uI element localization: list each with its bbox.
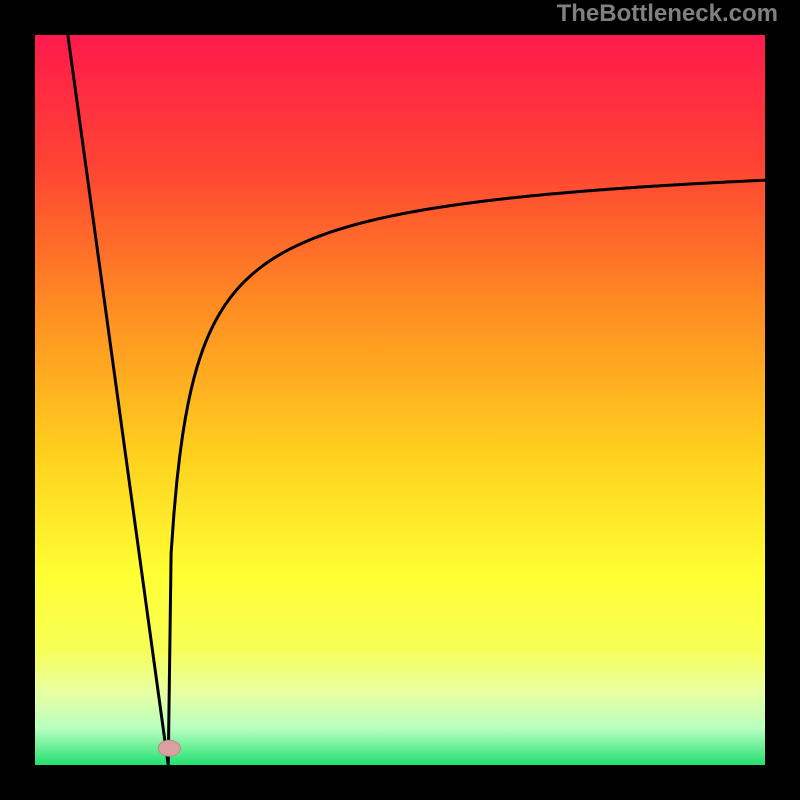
- frame-border: [0, 35, 35, 765]
- optimum-marker: [158, 740, 180, 756]
- frame-border: [765, 35, 800, 765]
- plot-svg: [35, 35, 765, 765]
- watermark-text: TheBottleneck.com: [557, 0, 778, 28]
- frame-border: [0, 765, 800, 800]
- gradient-background: [35, 35, 765, 765]
